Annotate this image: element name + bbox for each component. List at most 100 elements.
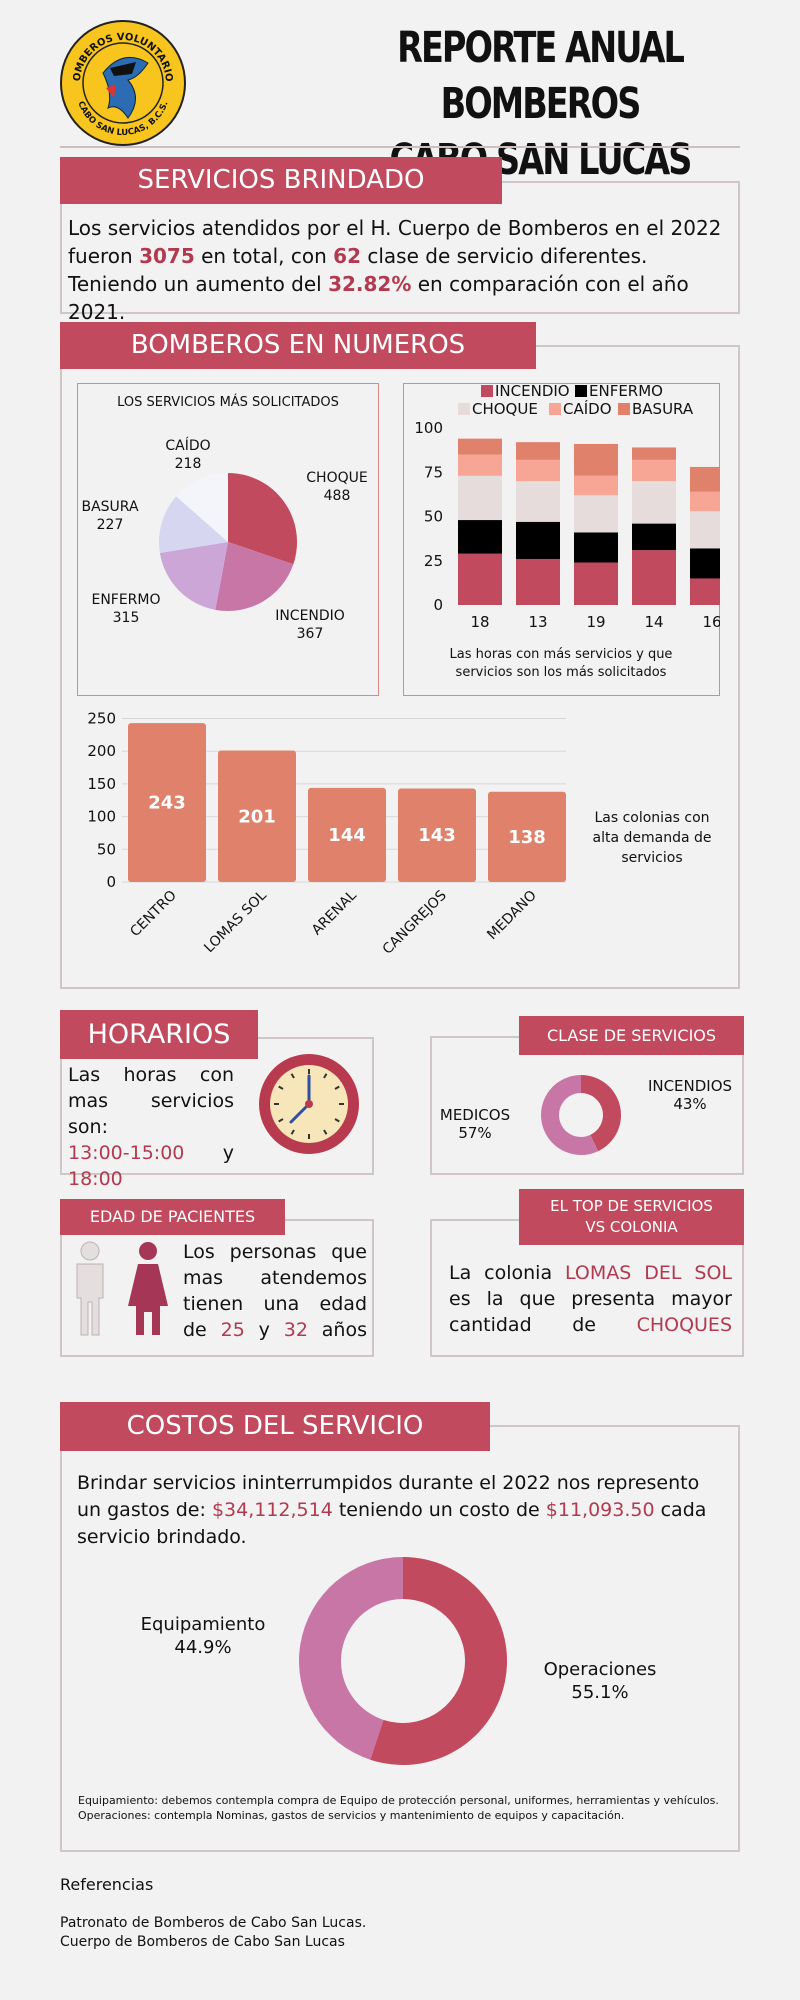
stacked-bar-13-caído bbox=[516, 459, 560, 482]
colonias-xtick: ARENAL bbox=[309, 887, 360, 938]
pie-slice-caído bbox=[176, 473, 228, 542]
stacked-bar-chart: INCENDIO ENFERMO CHOQUE CAÍDO BASURA 0 25 50 75… bbox=[414, 383, 720, 631]
costos-text: Brindar servicios ininterrumpidos durant… bbox=[77, 1470, 725, 1551]
stacked-xtick: 19 bbox=[586, 613, 605, 631]
stacked-xtick: 14 bbox=[644, 613, 663, 631]
stacked-bar-16-choque bbox=[690, 511, 720, 549]
servicios-banner: SERVICIOS BRINDADO bbox=[60, 157, 502, 204]
stacked-bar-14-caído bbox=[632, 459, 676, 482]
servicios-text-2: en total, con bbox=[194, 244, 334, 268]
costos-gasto: $34,112,514 bbox=[211, 1499, 333, 1521]
colonias-ytick: 250 bbox=[87, 710, 116, 728]
logo: BOMBEROS VOLUNTARIOS CABO SAN LUCAS, B.C… bbox=[54, 10, 188, 148]
stacked-bar-18-basura bbox=[458, 438, 502, 455]
horarios-text-main: Las horas con mas servicios son: bbox=[68, 1064, 234, 1138]
pie-panel bbox=[77, 383, 379, 696]
stacked-bar-18-incendio bbox=[458, 553, 502, 605]
stacked-bar-16-basura bbox=[690, 466, 720, 492]
stacked-bar-13-enfermo bbox=[516, 521, 560, 559]
servicios-text-3: clase de servicio diferentes. Teniendo u… bbox=[68, 244, 648, 296]
stacked-bar-14-basura bbox=[632, 447, 676, 460]
stacked-ytick: 75 bbox=[424, 463, 443, 481]
legend-swatch-enfermo bbox=[575, 385, 587, 397]
top-banner-line2: VS COLONIA bbox=[585, 1218, 678, 1236]
clase-donut-chart bbox=[541, 1075, 621, 1155]
pie-label-incendio: INCENDIO 367 bbox=[258, 607, 362, 643]
costos-text-2: teniendo un costo de bbox=[332, 1499, 546, 1521]
stacked-bar-19-enfermo bbox=[574, 532, 618, 563]
colonias-caption: Las colonias con alta demanda de servici… bbox=[592, 810, 712, 866]
costos-donut-chart bbox=[299, 1557, 508, 1765]
top-tipo: CHOQUES bbox=[636, 1314, 732, 1336]
colonias-ytick: 100 bbox=[87, 808, 116, 826]
top-text-2: es la que presenta mayor cantidad de bbox=[449, 1288, 732, 1336]
referencia-1: Patronato de Bomberos de Cabo San Lucas. bbox=[60, 1915, 367, 1931]
pie-title: LOS SERVICIOS MÁS SOLICITADOS bbox=[117, 395, 339, 410]
pie-label-basura-value: 227 bbox=[96, 517, 124, 533]
colonias-ytick: 200 bbox=[87, 742, 116, 760]
costos-text-3: cada servicio brindado. bbox=[77, 1499, 707, 1548]
clase-incendios-name: INCENDIOS bbox=[647, 1077, 733, 1095]
stacked-ytick: 25 bbox=[424, 552, 443, 570]
referencias-title: Referencias bbox=[60, 1875, 154, 1894]
edad-age-1: 25 bbox=[220, 1319, 245, 1341]
stacked-bar-16-enfermo bbox=[690, 548, 720, 579]
stacked-bar-19-basura bbox=[574, 443, 618, 476]
top-banner-line1: EL TOP DE SERVICIOS bbox=[550, 1197, 713, 1215]
edad-box bbox=[60, 1219, 374, 1357]
colonias-bar-label: 143 bbox=[418, 825, 456, 846]
colonias-xtick: MEDANO bbox=[484, 888, 540, 944]
pie-slice-enfermo bbox=[159, 542, 228, 610]
servicios-text-1: Los servicios atendidos por el H. Cuerpo… bbox=[68, 216, 722, 268]
horarios-y: y bbox=[222, 1142, 234, 1164]
clase-banner: CLASE DE SERVICIOS bbox=[519, 1016, 744, 1055]
colonias-bar-label: 201 bbox=[238, 806, 276, 827]
colonias-bar-label: 144 bbox=[328, 825, 366, 846]
costos-oper-pct: 55.1% bbox=[571, 1682, 629, 1703]
pie-chart bbox=[159, 473, 297, 611]
pie-slice-choque bbox=[228, 473, 297, 565]
pie-label-basura-name: BASURA bbox=[81, 499, 139, 515]
horarios-hora-2: 18:00 bbox=[68, 1168, 123, 1190]
top-text: La colonia LOMAS DEL SOL es la que prese… bbox=[449, 1260, 732, 1338]
servicios-clases: 62 bbox=[333, 244, 362, 268]
stacked-bar-14-incendio bbox=[632, 550, 676, 605]
edad-age-2: 32 bbox=[283, 1319, 308, 1341]
top-text-1: La colonia bbox=[449, 1262, 566, 1284]
costos-label-operaciones: Operaciones 55.1% bbox=[530, 1658, 670, 1704]
clock-icon bbox=[259, 1054, 359, 1154]
stacked-bar-13-basura bbox=[516, 442, 560, 460]
top-banner: EL TOP DE SERVICIOS VS COLONIA bbox=[519, 1189, 744, 1245]
stacked-bar-16-incendio bbox=[690, 578, 720, 605]
costos-slice-equipamiento bbox=[299, 1557, 403, 1760]
servicios-aumento: 32.82% bbox=[328, 272, 412, 296]
stacked-bar-19-caído bbox=[574, 475, 618, 496]
legend-label-caído: CAÍDO bbox=[563, 399, 612, 418]
costos-equip-name: Equipamiento bbox=[140, 1614, 266, 1635]
colonias-bar-medano bbox=[488, 791, 566, 882]
pie-label-enfermo: ENFERMO 315 bbox=[76, 591, 176, 627]
numeros-banner: BOMBEROS EN NUMEROS bbox=[60, 322, 536, 369]
stacked-bar-14-enfermo bbox=[632, 523, 676, 551]
stacked-ytick: 100 bbox=[414, 419, 443, 437]
stacked-bar-13-incendio bbox=[516, 558, 560, 605]
stacked-bar-18-enfermo bbox=[458, 520, 502, 554]
colonias-ytick: 50 bbox=[97, 840, 116, 858]
costos-banner: COSTOS DEL SERVICIO bbox=[60, 1402, 490, 1451]
colonias-xtick: LOMAS SOL bbox=[201, 887, 270, 956]
costos-box bbox=[60, 1425, 740, 1852]
pie-slice-basura bbox=[159, 496, 228, 554]
referencias-list: Patronato de Bomberos de Cabo San Lucas.… bbox=[60, 1914, 366, 1952]
patients-icon bbox=[76, 1241, 168, 1336]
legend-label-incendio: INCENDIO bbox=[495, 383, 570, 400]
costos-note-1: Equipamiento: debemos contempla compra d… bbox=[78, 1794, 719, 1807]
clase-incendios-pct: 43% bbox=[673, 1095, 707, 1113]
colonias-xtick: CENTRO bbox=[127, 888, 180, 941]
male-icon bbox=[76, 1241, 104, 1336]
legend-label-basura: BASURA bbox=[632, 400, 694, 418]
servicios-total: 3075 bbox=[139, 244, 195, 268]
stacked-bar-19-choque bbox=[574, 495, 618, 533]
legend-swatch-basura bbox=[618, 403, 630, 415]
page-title: REPORTE ANUAL BOMBEROS CABO SAN LUCAS bbox=[353, 20, 727, 188]
pie-label-choque-value: 488 bbox=[323, 488, 351, 504]
